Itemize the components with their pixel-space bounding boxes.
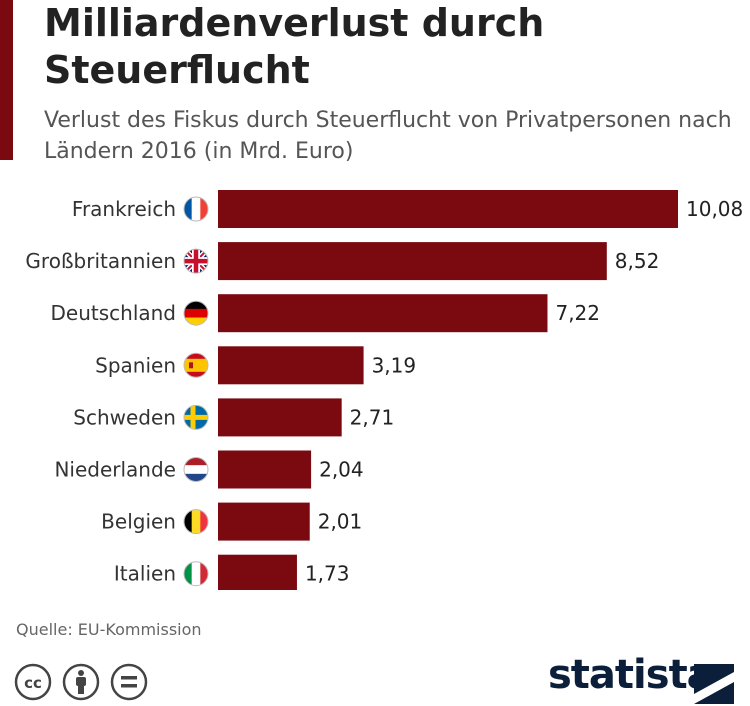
bar-0 <box>218 190 678 228</box>
source-note: Quelle: EU-Kommission <box>16 620 202 639</box>
value-label: 2,71 <box>350 405 395 429</box>
bar-6 <box>218 502 310 541</box>
value-label: 2,04 <box>319 458 364 482</box>
bar-3 <box>218 346 364 385</box>
nd-icon[interactable] <box>110 663 148 701</box>
value-label: 7,22 <box>555 301 600 325</box>
category-label: Niederlande <box>54 458 176 482</box>
value-label: 10,08 <box>686 197 743 221</box>
bar-2 <box>218 294 548 333</box>
category-label: Spanien <box>95 353 176 377</box>
flag-france-icon <box>183 196 209 222</box>
flag-germany-icon <box>183 300 209 326</box>
cc-icon[interactable]: cc <box>14 663 52 701</box>
category-label: Deutschland <box>51 301 177 325</box>
svg-text:cc: cc <box>24 674 42 692</box>
bar-7 <box>218 554 297 590</box>
value-label: 3,19 <box>372 353 417 377</box>
bar-1 <box>218 242 607 281</box>
flag-spain-icon <box>183 352 209 378</box>
bar-4 <box>218 398 342 437</box>
license-icons: cc <box>14 663 148 701</box>
value-label: 8,52 <box>615 249 660 273</box>
flag-belgium-icon <box>183 509 209 535</box>
value-label: 1,73 <box>305 562 350 586</box>
page-subtitle: Verlust des Fiskus durch Steuerflucht vo… <box>44 108 732 164</box>
category-label: Schweden <box>73 405 176 429</box>
by-icon[interactable] <box>62 663 100 701</box>
bar-5 <box>218 450 312 489</box>
category-label: Frankreich <box>72 197 176 221</box>
flag-netherlands-icon <box>183 457 209 482</box>
flag-italy-icon <box>183 561 209 587</box>
flag-uk-icon <box>183 248 209 274</box>
category-label: Großbritannien <box>25 249 176 273</box>
accent-bar <box>0 0 13 160</box>
value-label: 2,01 <box>318 510 363 534</box>
page-title: Milliardenverlust durch Steuerflucht <box>44 1 545 92</box>
bar-chart: 10,08 Frankreich 8,52 Großbritannien 7,22 Deu… <box>25 190 743 590</box>
statista-logo-icon[interactable] <box>694 664 734 704</box>
category-label: Belgien <box>101 510 176 534</box>
statista-logo-text[interactable]: statista <box>548 652 714 698</box>
flag-sweden-icon <box>183 404 209 430</box>
category-label: Italien <box>114 562 176 586</box>
